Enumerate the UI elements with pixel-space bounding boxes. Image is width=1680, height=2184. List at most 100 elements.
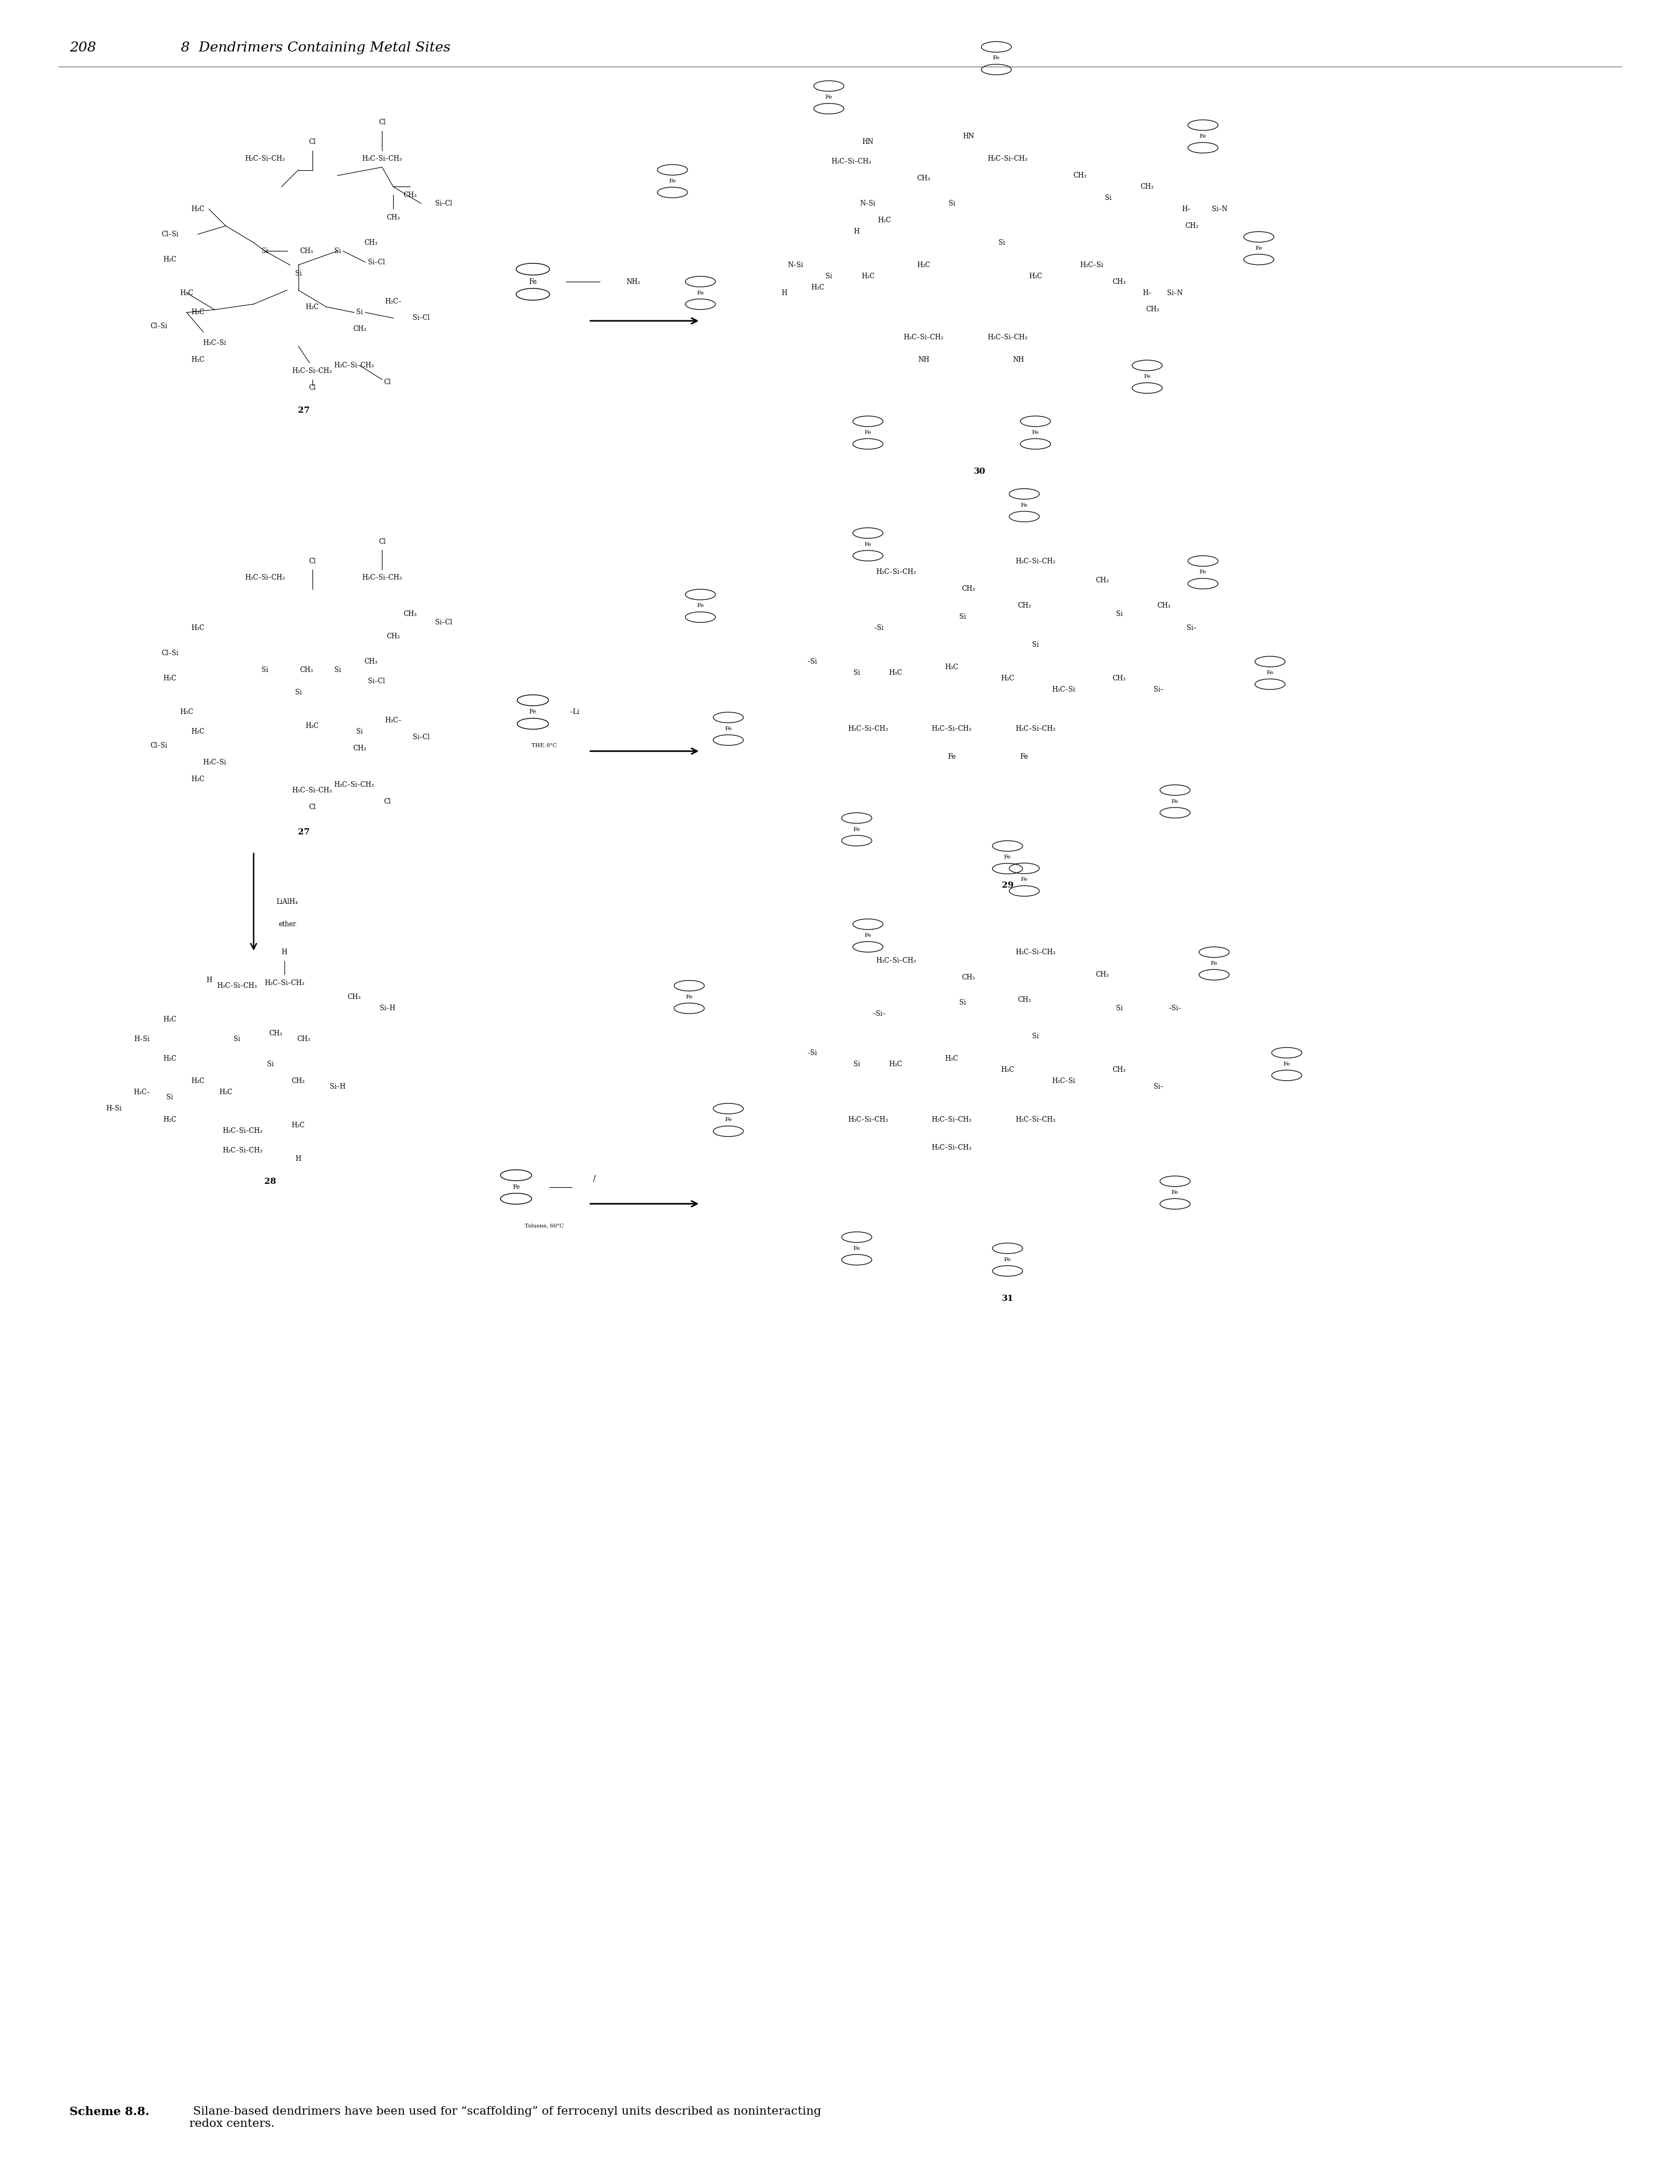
Text: H₃C–Si–CH₃: H₃C–Si–CH₃ <box>848 725 889 732</box>
Text: H₃C–Si–CH₃: H₃C–Si–CH₃ <box>988 334 1028 341</box>
Text: 30: 30 <box>974 467 986 476</box>
Text: H: H <box>781 288 786 297</box>
Text: H₃C: H₃C <box>306 723 319 729</box>
Text: LiAlH₄: LiAlH₄ <box>276 898 297 906</box>
Text: 27: 27 <box>297 406 309 415</box>
Text: CH₃: CH₃ <box>301 247 314 256</box>
Text: CH₃: CH₃ <box>1074 173 1087 179</box>
Text: H₃C: H₃C <box>1001 1066 1015 1072</box>
Text: Si: Si <box>959 998 966 1007</box>
Text: –Si: –Si <box>806 1048 816 1057</box>
Text: H₃C–Si–CH₃: H₃C–Si–CH₃ <box>334 363 375 369</box>
Text: Fe: Fe <box>1020 753 1028 760</box>
Text: H₃C: H₃C <box>1001 675 1015 681</box>
Text: Si: Si <box>334 247 341 256</box>
Text: Si: Si <box>267 1061 274 1068</box>
Text: H₃C–Si–CH₃: H₃C–Si–CH₃ <box>875 957 916 965</box>
Text: Fe: Fe <box>1021 502 1028 507</box>
Text: Si: Si <box>296 688 302 697</box>
Text: Fe: Fe <box>1284 1061 1290 1066</box>
Text: CH₃: CH₃ <box>348 994 361 1000</box>
Text: H–: H– <box>1142 288 1152 297</box>
Text: Si: Si <box>959 614 966 620</box>
Text: H₃C–Si–CH₃: H₃C–Si–CH₃ <box>904 334 944 341</box>
Text: ether: ether <box>279 922 296 928</box>
Text: 8  Dendrimers Containing Metal Sites: 8 Dendrimers Containing Metal Sites <box>181 41 450 55</box>
Text: Si: Si <box>296 269 302 277</box>
Text: Si: Si <box>262 247 269 256</box>
Text: CH₃: CH₃ <box>1141 183 1154 190</box>
Text: H₃C–Si–CH₃: H₃C–Si–CH₃ <box>932 1116 971 1123</box>
Text: CH₃: CH₃ <box>403 192 417 199</box>
Text: CH₃: CH₃ <box>961 585 974 592</box>
Text: CH₃: CH₃ <box>1095 577 1109 585</box>
Text: Si–H: Si–H <box>329 1083 346 1090</box>
Text: Toluene, 60°C: Toluene, 60°C <box>524 1223 563 1230</box>
Text: THF, 0°C: THF, 0°C <box>531 743 556 749</box>
Text: CH₃: CH₃ <box>1112 277 1126 286</box>
Text: Si: Si <box>998 238 1005 247</box>
Text: H₃C: H₃C <box>163 1116 176 1123</box>
Text: Fe: Fe <box>1200 133 1206 140</box>
Text: CH₃: CH₃ <box>1018 603 1032 609</box>
Text: H₃C: H₃C <box>180 708 193 716</box>
Text: H–Si: H–Si <box>106 1105 123 1112</box>
Text: HN: HN <box>862 138 874 146</box>
Text: H₃C: H₃C <box>917 262 931 269</box>
Text: Fe: Fe <box>864 542 872 546</box>
Text: Si–Cl: Si–Cl <box>368 677 385 686</box>
Text: H₃C: H₃C <box>192 775 205 782</box>
Text: H₃C–Si: H₃C–Si <box>1052 686 1075 692</box>
Text: Si: Si <box>356 727 363 736</box>
Text: –Si–: –Si– <box>1169 1005 1181 1011</box>
Text: H₃C–Si: H₃C–Si <box>203 758 227 767</box>
Text: CH₃: CH₃ <box>292 1077 306 1085</box>
Text: Si: Si <box>262 666 269 673</box>
Text: H₃C–Si–CH₃: H₃C–Si–CH₃ <box>264 978 304 987</box>
Text: Cl: Cl <box>378 118 386 127</box>
Text: Fe: Fe <box>1021 878 1028 882</box>
Text: Cl: Cl <box>309 384 316 391</box>
Text: Si–Cl: Si–Cl <box>435 201 452 207</box>
Text: H₃C: H₃C <box>192 356 205 363</box>
Text: –Si: –Si <box>874 625 884 631</box>
Text: Fe: Fe <box>697 290 704 295</box>
Text: Si: Si <box>949 201 954 207</box>
Text: H₃C: H₃C <box>944 664 958 670</box>
Text: Cl–Si: Cl–Si <box>161 649 178 657</box>
Text: Si: Si <box>1105 194 1112 201</box>
Text: Fe: Fe <box>724 1118 732 1123</box>
Text: Si–: Si– <box>1186 625 1196 631</box>
Text: H₃C–Si: H₃C–Si <box>1052 1077 1075 1085</box>
Text: Fe: Fe <box>853 828 860 832</box>
Text: H₃C–Si: H₃C–Si <box>1080 262 1104 269</box>
Text: Fe: Fe <box>993 57 1000 61</box>
Text: Si: Si <box>853 668 860 677</box>
Text: Fe: Fe <box>1171 1190 1179 1195</box>
Text: NH: NH <box>1013 356 1025 363</box>
Text: N–Si: N–Si <box>788 262 803 269</box>
Text: CH₃: CH₃ <box>386 633 400 640</box>
Text: H₃C: H₃C <box>163 256 176 262</box>
Text: H₃C: H₃C <box>192 205 205 212</box>
Text: Silane-based dendrimers have been used for “scaffolding” of ferrocenyl units des: Silane-based dendrimers have been used f… <box>190 2105 822 2129</box>
Text: H₃C–Si–CH₃: H₃C–Si–CH₃ <box>334 782 375 788</box>
Text: Cl: Cl <box>385 797 391 806</box>
Text: CH₃: CH₃ <box>353 745 366 751</box>
Text: H₃C–Si–CH₃: H₃C–Si–CH₃ <box>361 155 402 162</box>
Text: Cl–Si: Cl–Si <box>161 232 178 238</box>
Text: Cl: Cl <box>309 557 316 566</box>
Text: H₃C: H₃C <box>192 308 205 317</box>
Text: H₃C–Si–CH₃: H₃C–Si–CH₃ <box>1015 557 1055 566</box>
Text: Fe: Fe <box>1267 670 1273 675</box>
Text: Si: Si <box>1116 612 1122 618</box>
Text: Fe: Fe <box>1211 961 1218 965</box>
Text: CH₃: CH₃ <box>365 238 378 247</box>
Text: Cl: Cl <box>385 378 391 387</box>
Text: CH₃: CH₃ <box>1112 675 1126 681</box>
Text: 29: 29 <box>1001 882 1013 889</box>
Text: H₃C: H₃C <box>192 625 205 631</box>
Text: Cl: Cl <box>309 138 316 146</box>
Text: 31: 31 <box>1001 1295 1013 1302</box>
Text: Si–Cl: Si–Cl <box>413 314 430 321</box>
